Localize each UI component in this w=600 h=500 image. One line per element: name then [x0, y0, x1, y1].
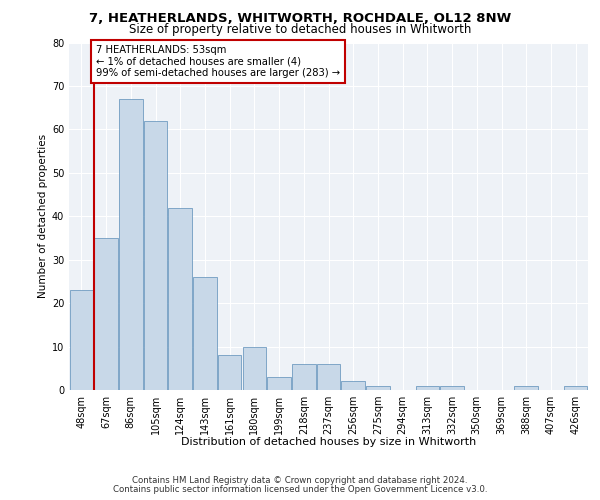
Text: 7, HEATHERLANDS, WHITWORTH, ROCHDALE, OL12 8NW: 7, HEATHERLANDS, WHITWORTH, ROCHDALE, OL…	[89, 12, 511, 24]
Bar	[440, 386, 464, 390]
Text: Contains public sector information licensed under the Open Government Licence v3: Contains public sector information licen…	[113, 484, 487, 494]
Text: 7 HEATHERLANDS: 53sqm
← 1% of detached houses are smaller (4)
99% of semi-detach: 7 HEATHERLANDS: 53sqm ← 1% of detached h…	[95, 44, 340, 78]
Bar	[514, 386, 538, 390]
Text: Contains HM Land Registry data © Crown copyright and database right 2024.: Contains HM Land Registry data © Crown c…	[132, 476, 468, 485]
Text: Size of property relative to detached houses in Whitworth: Size of property relative to detached ho…	[129, 22, 471, 36]
Bar	[366, 386, 389, 390]
Bar	[317, 364, 340, 390]
Bar	[144, 120, 167, 390]
Bar	[242, 346, 266, 390]
Bar	[416, 386, 439, 390]
Bar	[94, 238, 118, 390]
Bar	[218, 355, 241, 390]
Bar	[193, 277, 217, 390]
Bar	[119, 99, 143, 390]
Bar	[169, 208, 192, 390]
Y-axis label: Number of detached properties: Number of detached properties	[38, 134, 47, 298]
Bar	[564, 386, 587, 390]
X-axis label: Distribution of detached houses by size in Whitworth: Distribution of detached houses by size …	[181, 437, 476, 447]
Bar	[70, 290, 93, 390]
Bar	[268, 377, 291, 390]
Bar	[341, 382, 365, 390]
Bar	[292, 364, 316, 390]
